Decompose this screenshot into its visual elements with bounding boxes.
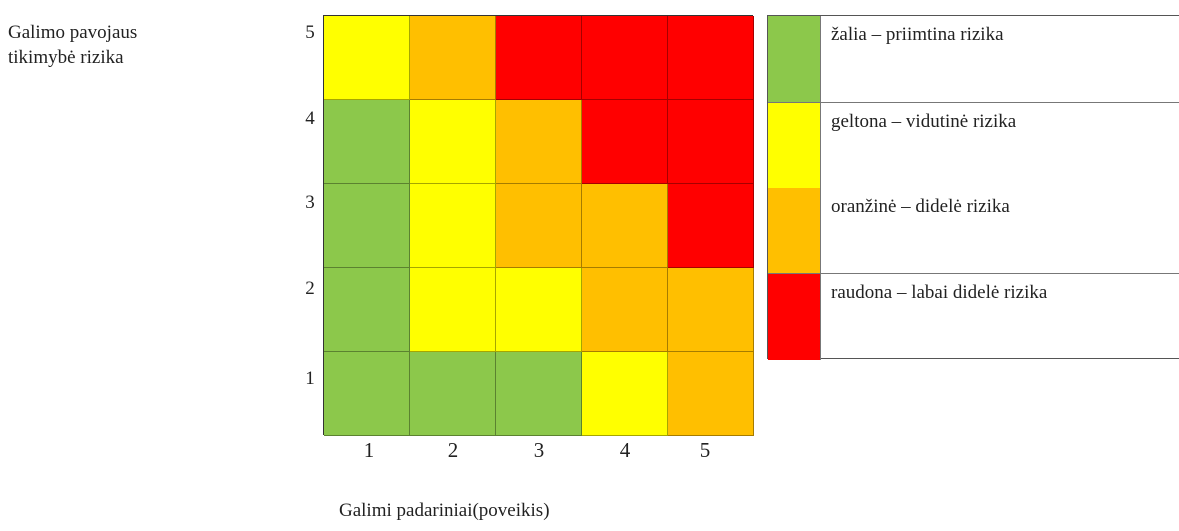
legend-swatch-yellow — [768, 103, 821, 189]
y-axis-title-line1: Galimo pavojaus — [8, 22, 138, 43]
matrix-cell-p4-i4 — [582, 100, 668, 184]
x-axis-title: Galimi padariniai(poveikis) — [339, 500, 550, 521]
matrix-cell-p3-i1 — [324, 184, 410, 268]
x-tick-2: 2 — [447, 438, 459, 462]
legend: žalia – priimtina rizika geltona – vidut… — [767, 15, 1179, 360]
x-tick-3: 3 — [533, 438, 545, 462]
legend-swatch-red — [768, 274, 821, 360]
matrix-cell-p5-i4 — [582, 16, 668, 100]
y-tick-3: 3 — [305, 192, 315, 213]
legend-item-yellow: geltona – vidutinė rizika — [768, 102, 1179, 189]
legend-label-green: žalia – priimtina rizika — [831, 24, 1004, 45]
matrix-cell-p1-i2 — [410, 352, 496, 436]
matrix-cell-p2-i2 — [410, 268, 496, 352]
matrix-cell-p1-i4 — [582, 352, 668, 436]
x-tick-5: 5 — [699, 438, 711, 462]
y-tick-4: 4 — [305, 108, 315, 129]
legend-label-orange: oranžinė – didelė rizika — [831, 196, 1010, 217]
matrix-cell-p2-i1 — [324, 268, 410, 352]
y-tick-5: 5 — [305, 22, 315, 43]
matrix-cell-p2-i3 — [496, 268, 582, 352]
legend-item-green: žalia – priimtina rizika — [768, 16, 1179, 102]
legend-item-red: raudona – labai didelė rizika — [768, 273, 1179, 360]
y-tick-2: 2 — [305, 278, 315, 299]
matrix-cell-p3-i3 — [496, 184, 582, 268]
matrix-cell-p5-i3 — [496, 16, 582, 100]
matrix-cell-p1-i5 — [668, 352, 754, 436]
legend-label-yellow: geltona – vidutinė rizika — [831, 111, 1017, 132]
y-axis-title: Galimo pavojaus tikimybė rizika — [8, 20, 238, 70]
matrix-cell-p5-i1 — [324, 16, 410, 100]
y-axis-title-line2: tikimybė rizika — [8, 47, 124, 68]
y-tick-1: 1 — [305, 368, 315, 389]
matrix-cell-p4-i3 — [496, 100, 582, 184]
matrix-cell-p2-i5 — [668, 268, 754, 352]
legend-label-red: raudona – labai didelė rizika — [831, 282, 1048, 303]
legend-swatch-orange — [768, 188, 821, 274]
matrix-cell-p3-i4 — [582, 184, 668, 268]
matrix-cell-p5-i5 — [668, 16, 754, 100]
matrix-cell-p4-i1 — [324, 100, 410, 184]
matrix-cell-p2-i4 — [582, 268, 668, 352]
matrix-cell-p4-i5 — [668, 100, 754, 184]
matrix-cell-p3-i5 — [668, 184, 754, 268]
legend-item-orange: oranžinė – didelė rizika — [768, 188, 1179, 274]
x-tick-4: 4 — [619, 438, 631, 462]
matrix-cell-p1-i1 — [324, 352, 410, 436]
matrix-cell-p4-i2 — [410, 100, 496, 184]
matrix-cell-p3-i2 — [410, 184, 496, 268]
risk-matrix — [323, 15, 754, 436]
legend-swatch-green — [768, 16, 821, 102]
matrix-cell-p1-i3 — [496, 352, 582, 436]
matrix-cell-p5-i2 — [410, 16, 496, 100]
x-tick-1: 1 — [363, 438, 375, 462]
